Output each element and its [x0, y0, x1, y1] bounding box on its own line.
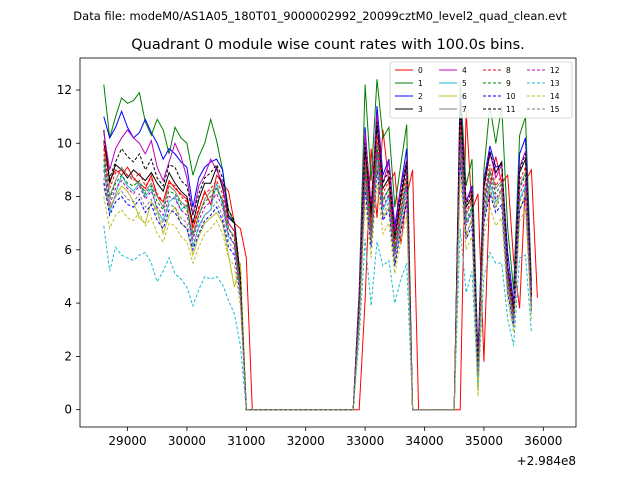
chart-suptitle: Data file: modeM0/AS1A05_180T01_90000029…	[73, 9, 567, 23]
legend-label-8: 8	[506, 66, 511, 75]
plot-frame	[79, 57, 577, 428]
series-line-15	[103, 151, 532, 411]
x-tick-label: 29000	[108, 434, 146, 448]
legend-label-2: 2	[418, 92, 423, 101]
legend-label-10: 10	[506, 92, 516, 101]
legend-box	[389, 61, 573, 119]
legend-label-12: 12	[550, 66, 560, 75]
y-tick-label: 4	[64, 296, 72, 310]
y-tick-label: 10	[57, 136, 72, 150]
legend-label-15: 15	[550, 105, 560, 114]
x-tick-label: 30000	[168, 434, 206, 448]
plot-area	[80, 58, 576, 427]
legend-label-9: 9	[506, 79, 511, 88]
legend-label-5: 5	[462, 79, 467, 88]
x-tick-label: 32000	[287, 434, 325, 448]
x-tick-label: 36000	[524, 434, 562, 448]
legend-label-11: 11	[506, 105, 516, 114]
legend-label-3: 3	[418, 105, 423, 114]
x-axis: 29000 30000 31000 32000 33000 34000 35000 36000	[108, 427, 562, 448]
y-tick-label: 2	[64, 349, 72, 363]
legend-label-7: 7	[462, 105, 467, 114]
x-tick-label: 35000	[465, 434, 503, 448]
y-tick-label: 12	[57, 83, 72, 97]
legend-label-1: 1	[418, 79, 423, 88]
x-offset-label: +2.984e8	[517, 454, 576, 468]
y-tick-label: 0	[64, 403, 72, 417]
y-axis: 0 2 4 6 8 10 12	[57, 83, 80, 417]
legend-label-0: 0	[418, 66, 423, 75]
series-line-14	[103, 175, 532, 411]
x-tick-label: 34000	[405, 434, 443, 448]
y-tick-label: 8	[64, 190, 72, 204]
legend-label-14: 14	[550, 92, 560, 101]
legend-label-13: 13	[550, 79, 560, 88]
series-line-8	[103, 121, 532, 411]
legend-label-6: 6	[462, 92, 467, 101]
y-tick-label: 6	[64, 243, 72, 257]
chart-title: Quadrant 0 module wise count rates with …	[131, 37, 525, 53]
legend-label-4: 4	[462, 66, 467, 75]
x-tick-label: 33000	[346, 434, 384, 448]
x-tick-label: 31000	[227, 434, 265, 448]
